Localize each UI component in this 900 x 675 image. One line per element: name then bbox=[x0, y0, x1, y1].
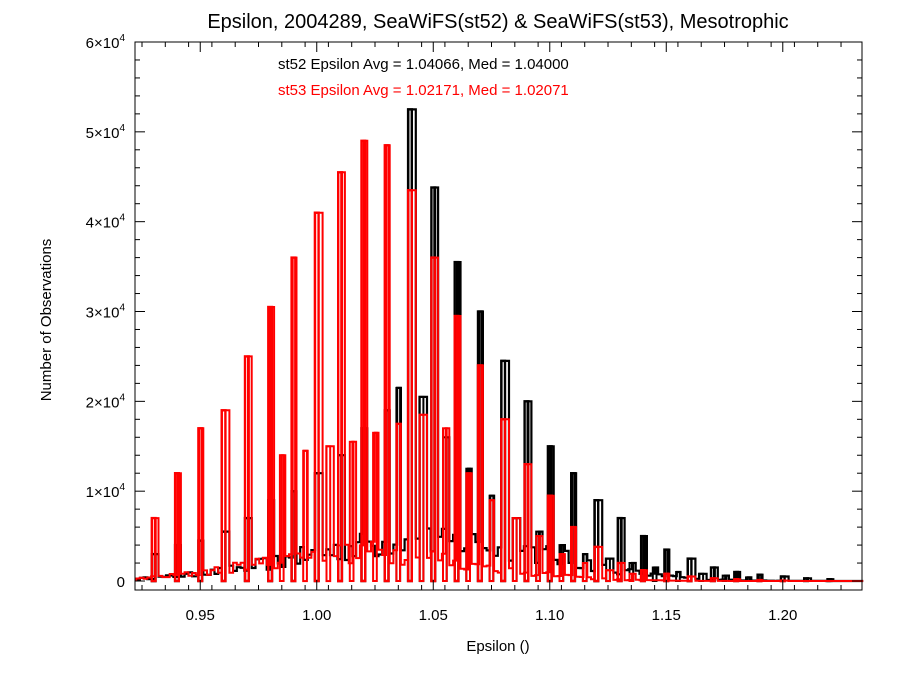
spike-bar-st53 bbox=[267, 305, 274, 583]
y-tick-mantissa: 6×10 bbox=[86, 35, 120, 52]
x-tick-label: 1.10 bbox=[535, 607, 564, 624]
minor-peak-bar-st53 bbox=[488, 499, 495, 583]
y-tick-mantissa: 0 bbox=[117, 574, 125, 591]
y-axis-label: Number of Observations bbox=[38, 239, 55, 402]
minor-peak-bar-st53 bbox=[535, 535, 541, 582]
y-tick-mantissa: 3×10 bbox=[86, 305, 120, 322]
spike-bar-st53 bbox=[360, 139, 367, 583]
x-axis-ticks: 0.95 1.00 1.05 1.10 1.15 1.20 bbox=[141, 42, 842, 624]
y-tick-label: 1×104 bbox=[86, 482, 126, 501]
y-tick-exponent: 4 bbox=[119, 303, 125, 314]
spike-bar-st53 bbox=[406, 188, 414, 583]
x-tick-label: 0.95 bbox=[186, 607, 215, 624]
spike-bar-st53 bbox=[243, 355, 250, 583]
spike-bar-st53 bbox=[500, 418, 507, 583]
minor-peak-bar-st53 bbox=[558, 553, 565, 583]
minor-peak-bar-st53 bbox=[442, 427, 448, 582]
y-tick-mantissa: 1×10 bbox=[86, 484, 120, 501]
spike-bar-st53 bbox=[453, 314, 460, 583]
minor-peak-bar-st53 bbox=[581, 562, 588, 582]
minor-peak-bar-st53 bbox=[348, 440, 355, 582]
minor-peak-bar-st53 bbox=[278, 454, 285, 583]
y-tick-label: 2×104 bbox=[86, 392, 126, 411]
plot-border bbox=[134, 41, 863, 591]
minor-peak-bar-st53 bbox=[302, 449, 308, 583]
y-tick-label: 5×104 bbox=[86, 123, 126, 142]
y-tick-label: 6×104 bbox=[86, 33, 126, 52]
spike-bar-st53 bbox=[733, 578, 740, 583]
spike-bar-st53 bbox=[523, 463, 530, 583]
minor-peak-bar-st53 bbox=[418, 413, 425, 582]
y-tick-mantissa: 2×10 bbox=[86, 394, 120, 411]
minor-peak-bar-st53 bbox=[325, 445, 332, 583]
plot-frame bbox=[134, 41, 863, 591]
spike-bar-st53 bbox=[383, 144, 390, 583]
spike-bar-st53 bbox=[709, 577, 716, 583]
spike-bar-st53 bbox=[150, 516, 157, 583]
x-tick-label: 1.15 bbox=[652, 607, 681, 624]
minor-peak-bar-st53 bbox=[372, 431, 378, 582]
spike-bar-st53 bbox=[686, 575, 693, 583]
y-tick-exponent: 4 bbox=[119, 33, 125, 44]
minor-peak-bar-st53 bbox=[605, 569, 611, 583]
spike-bar-st53 bbox=[570, 525, 577, 583]
y-tick-mantissa: 4×10 bbox=[86, 215, 120, 232]
spike-bar-st53 bbox=[476, 364, 483, 583]
spike-bar-st53 bbox=[639, 569, 646, 583]
y-tick-mantissa: 5×10 bbox=[86, 125, 120, 142]
y-tick-exponent: 4 bbox=[119, 213, 125, 224]
y-tick-label: 4×104 bbox=[86, 213, 126, 232]
minor-peak-bar-st53 bbox=[628, 572, 635, 582]
y-tick-exponent: 4 bbox=[119, 123, 125, 134]
y-tick-exponent: 4 bbox=[119, 392, 125, 403]
spike-bar-st53 bbox=[756, 578, 763, 583]
x-tick-label: 1.00 bbox=[302, 607, 331, 624]
chart-title: Epsilon, 2004289, SeaWiFS(st52) & SeaWiF… bbox=[207, 11, 788, 33]
annotations: st52 Epsilon Avg = 1.04066, Med = 1.0400… bbox=[278, 56, 569, 99]
x-axis-label: Epsilon () bbox=[466, 638, 529, 655]
minor-peak-bar-st53 bbox=[395, 422, 402, 582]
minor-peak-bar-st53 bbox=[511, 517, 518, 582]
spike-bar-st53 bbox=[337, 171, 344, 583]
y-tick-exponent: 4 bbox=[119, 482, 125, 493]
y-tick-label: 3×104 bbox=[86, 303, 126, 322]
spike-bar-st53 bbox=[290, 256, 297, 583]
stats-annotation-st52: st52 Epsilon Avg = 1.04066, Med = 1.0400… bbox=[278, 56, 569, 73]
spike-bar-st53 bbox=[593, 545, 600, 583]
stats-annotation-st53: st53 Epsilon Avg = 1.02171, Med = 1.0207… bbox=[278, 82, 569, 99]
minor-peak-bar-st53 bbox=[465, 472, 471, 583]
spike-bar-st53 bbox=[616, 561, 623, 583]
x-tick-label: 1.05 bbox=[419, 607, 448, 624]
spike-bar-st53 bbox=[220, 409, 227, 583]
spike-bar-st53 bbox=[173, 472, 181, 583]
y-tick-label: 0 bbox=[117, 574, 125, 591]
x-tick-label: 1.20 bbox=[768, 607, 797, 624]
